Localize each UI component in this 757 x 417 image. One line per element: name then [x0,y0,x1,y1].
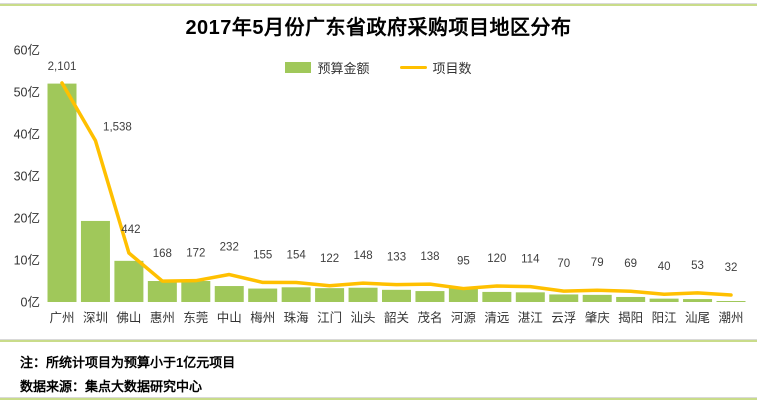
value-label: 232 [220,242,239,254]
budget-bar [348,287,378,302]
category-label: 云浮 [551,311,576,325]
value-label: 114 [521,254,540,266]
budget-bar [415,291,445,302]
budget-bar [47,83,77,302]
budget-bar [80,220,110,302]
category-label: 阳江 [652,311,677,325]
category-label: 茂名 [417,310,442,325]
chart-legend: 预算金额 项目数 [0,58,757,77]
value-label: 79 [591,257,604,269]
value-label: 69 [624,258,637,270]
budget-bar [683,299,713,302]
y-tick-label: 50亿 [14,85,40,100]
value-label: 95 [457,256,470,268]
legend-label-budget: 预算金额 [317,61,370,76]
budget-bar [248,288,278,302]
y-tick-label: 20亿 [14,211,40,226]
budget-bar [181,281,211,302]
value-label: 2,101 [48,61,77,73]
value-label: 1,538 [103,122,132,134]
budget-bar [382,289,411,302]
category-label: 肇庆 [585,310,611,325]
category-label: 珠海 [284,310,310,325]
legend-item-budget: 预算金额 [285,58,370,77]
budget-bar [549,294,579,302]
value-label: 32 [725,262,738,274]
budget-bar [649,298,679,302]
value-label: 168 [153,248,172,260]
budget-bar [315,288,345,302]
category-label: 湛江 [518,311,543,325]
y-tick-label: 0亿 [21,295,40,310]
category-label: 东莞 [183,311,208,325]
value-label: 138 [420,251,439,263]
budget-bar [582,294,612,302]
category-label: 汕尾 [685,311,710,325]
y-tick-label: 60亿 [14,43,40,58]
value-label: 154 [287,250,307,262]
category-label: 揭阳 [618,310,643,325]
data-source: 数据来源：集点大数据研究中心 [20,379,203,394]
budget-bar [616,296,646,302]
category-label: 江门 [317,310,342,325]
budget-bar [482,291,512,302]
y-tick-label: 10亿 [14,253,40,268]
budget-bar [114,260,144,302]
notes-top-separator [0,339,757,342]
legend-label-projects: 项目数 [432,61,472,76]
category-label: 河源 [451,311,477,325]
category-label: 梅州 [250,310,275,325]
value-label: 172 [186,248,205,260]
category-label: 中山 [217,310,242,325]
line-swatch-icon [399,66,427,69]
budget-bar [147,281,177,302]
project-count-line [60,81,733,297]
category-label: 韶关 [384,310,409,325]
category-label: 惠州 [150,311,175,325]
category-label: 深圳 [83,311,108,325]
budget-bar [214,286,244,302]
value-label: 53 [691,260,704,272]
category-label: 汕头 [351,311,376,325]
bar-swatch-icon [285,62,312,73]
value-label: 120 [487,253,506,265]
chart-title: 2017年5月份广东省政府采购项目地区分布 [185,17,572,39]
value-label: 442 [121,224,140,236]
y-tick-label: 40亿 [14,127,40,142]
bottom-separator [0,397,757,400]
y-tick-label: 30亿 [14,169,40,184]
value-label: 155 [253,249,272,261]
category-label: 潮州 [718,310,743,325]
budget-bar [448,288,478,302]
legend-item-projects: 项目数 [399,58,472,77]
budget-bar [515,292,545,302]
value-label: 122 [320,253,339,265]
value-label: 40 [658,261,671,273]
value-label: 70 [557,258,570,270]
top-separator [0,3,757,6]
category-label: 佛山 [116,311,141,325]
category-label: 清远 [484,311,510,325]
value-label: 133 [387,252,406,264]
chart-canvas: 0亿 10亿 20亿 30亿 40亿 50亿 60亿 2,101 1,538 442 168 172 2… [14,43,746,325]
budget-bar [281,287,311,302]
budget-bar [716,301,746,302]
category-label: 广州 [49,311,74,325]
footnote: 注：所统计项目为预算小于1亿元项目 [20,355,236,370]
value-label: 148 [353,250,372,262]
